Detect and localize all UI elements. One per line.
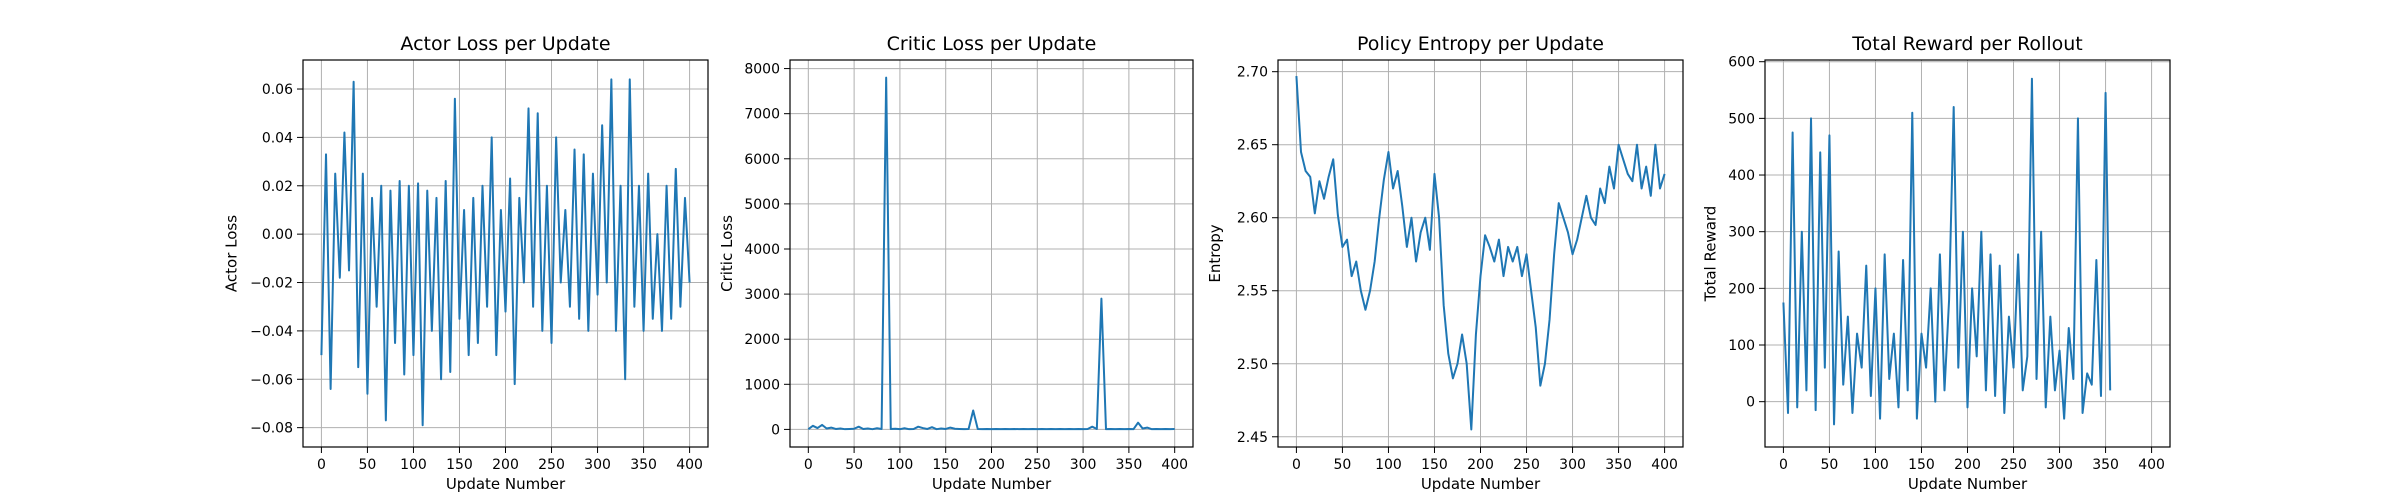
x-tick-label: 100 [887,457,914,473]
x-tick-label: 50 [1821,457,1839,473]
x-tick-label: 300 [584,457,611,473]
y-tick-label: −0.08 [250,421,293,437]
x-axis-label: Update Number [446,475,566,493]
y-tick-label: −0.06 [250,372,293,388]
chart-title: Actor Loss per Update [400,33,610,55]
y-tick-label: 2000 [744,332,780,348]
y-tick-label: −0.04 [250,324,293,340]
y-axis-label: Entropy [1206,224,1224,282]
x-tick-label: 250 [538,457,565,473]
x-tick-label: 350 [2092,457,2119,473]
x-tick-label: 200 [1954,457,1981,473]
x-tick-label: 250 [1513,457,1540,473]
x-tick-label: 200 [978,457,1005,473]
y-tick-label: 2.55 [1237,284,1268,300]
chart-panel-1: 0 50 100 150 200 250 300 350 400 −0.08 −0.06 −0.04 −… [223,33,709,493]
x-tick-label: 0 [1779,457,1788,473]
y-tick-label: −0.02 [250,276,293,292]
y-tick-label: 6000 [744,152,780,168]
y-tick-label: 4000 [744,242,780,258]
chart-title: Total Reward per Rollout [1851,33,2082,55]
x-tick-label: 400 [2138,457,2165,473]
x-tick-label: 250 [2000,457,2027,473]
y-tick-label: 5000 [744,197,780,213]
y-tick-label: 2.60 [1237,211,1268,227]
y-tick-label: 0.06 [262,82,293,98]
y-tick-label: 0.02 [262,179,293,195]
y-axis-label: Actor Loss [223,215,241,292]
x-axis-label: Update Number [932,475,1052,493]
x-tick-label: 0 [1292,457,1301,473]
x-tick-label: 150 [446,457,473,473]
y-axis-label: Total Reward [1702,206,1720,303]
y-tick-label: 2.45 [1237,430,1268,446]
x-tick-label: 150 [1421,457,1448,473]
x-tick-label: 150 [932,457,959,473]
x-tick-label: 350 [1605,457,1632,473]
data-line [320,78,691,427]
x-tick-label: 400 [676,457,703,473]
y-tick-label: 500 [1728,111,1755,127]
x-tick-label: 250 [1024,457,1051,473]
x-tick-label: 400 [1651,457,1678,473]
y-tick-label: 3000 [744,287,780,303]
y-tick-label: 200 [1728,281,1755,297]
x-axis-label: Update Number [1421,475,1541,493]
x-tick-label: 100 [1862,457,1889,473]
y-tick-label: 300 [1728,225,1755,241]
x-tick-label: 0 [317,457,326,473]
x-tick-label: 50 [845,457,863,473]
x-tick-label: 300 [1070,457,1097,473]
data-line [807,76,1175,431]
x-tick-label: 200 [1467,457,1494,473]
x-tick-label: 50 [359,457,377,473]
y-tick-label: 100 [1728,338,1755,354]
data-line [1782,77,2112,426]
data-line [1295,75,1666,431]
y-tick-label: 0 [771,422,780,438]
chart-panel-4: 0 50 100 150 200 250 300 350 400 0 100 200 300 400 500… [1702,33,2171,493]
y-tick-label: 0 [1746,395,1755,411]
x-tick-label: 300 [2046,457,2073,473]
x-tick-label: 100 [1375,457,1402,473]
y-tick-label: 0.00 [262,227,293,243]
y-tick-label: 8000 [744,62,780,78]
x-tick-label: 50 [1334,457,1352,473]
y-tick-label: 600 [1728,55,1755,71]
y-axis-label: Critic Loss [718,215,736,292]
y-tick-label: 0.04 [262,130,293,146]
chart-title: Policy Entropy per Update [1357,33,1604,55]
y-tick-label: 400 [1728,168,1755,184]
x-tick-label: 350 [1116,457,1143,473]
y-tick-label: 1000 [744,377,780,393]
chart-title: Critic Loss per Update [887,33,1097,55]
x-tick-label: 350 [630,457,657,473]
x-tick-label: 100 [400,457,427,473]
chart-panel-2: 0 50 100 150 200 250 300 350 4000100020003000400… [718,33,1194,493]
x-tick-label: 300 [1559,457,1586,473]
chart-panel-3: 0 50 100 150 200 250 300 350 400 2.45 2.50 2.55 2.60… [1206,33,1684,493]
x-axis-label: Update Number [1908,475,2028,493]
x-tick-label: 400 [1161,457,1188,473]
y-tick-label: 7000 [744,107,780,123]
y-tick-label: 2.70 [1237,65,1268,81]
x-tick-label: 150 [1908,457,1935,473]
y-tick-label: 2.65 [1237,138,1268,154]
x-tick-label: 200 [492,457,519,473]
y-tick-label: 2.50 [1237,357,1268,373]
x-tick-label: 0 [804,457,813,473]
